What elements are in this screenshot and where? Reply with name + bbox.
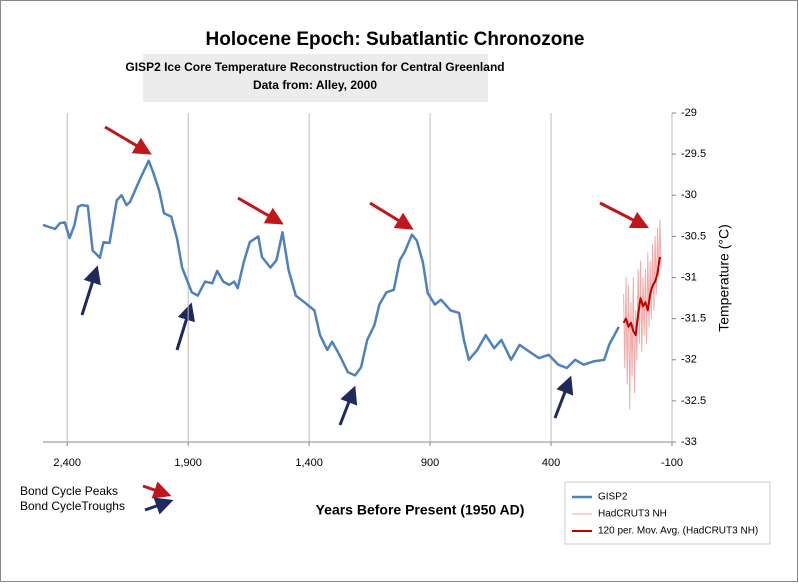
annotation: Bond Cycle Peaks [20, 484, 118, 498]
x-tick-label: 1,400 [295, 457, 323, 469]
arrow [338, 385, 358, 426]
y-tick-label: -29.5 [681, 148, 706, 160]
y-tick-label: -32 [681, 354, 697, 366]
legend-label: GISP2 [598, 492, 628, 503]
x-tick-label: 1,900 [174, 457, 202, 469]
y-tick-label: -31.5 [681, 313, 706, 325]
x-tick-label: 900 [421, 457, 439, 469]
x-tick-label: -100 [661, 457, 683, 469]
legend-label: 120 per. Mov. Avg. (HadCRUT3 NH) [598, 526, 758, 537]
arrow [369, 201, 414, 230]
arrow [104, 125, 152, 155]
y-axis-label: Temperature (°C) [716, 224, 732, 332]
legend-label: HadCRUT3 NH [598, 509, 667, 520]
series-line [622, 256, 661, 337]
series-line [623, 219, 662, 410]
arrow [553, 375, 574, 419]
arrow [175, 302, 195, 351]
arrow [599, 201, 650, 229]
y-tick-label: -30.5 [681, 230, 706, 242]
subtitle: Data from: Alley, 2000 [253, 78, 377, 92]
arrow [80, 265, 101, 316]
arrow [142, 481, 172, 499]
y-tick-label: -29 [681, 107, 697, 119]
x-tick-label: 2,400 [53, 457, 81, 469]
y-tick-label: -33 [681, 436, 697, 448]
series-line [42, 159, 620, 377]
chart-title: Holocene Epoch: Subatlantic Chronozone [206, 29, 585, 50]
y-tick-label: -32.5 [681, 395, 706, 407]
x-axis-label: Years Before Present (1950 AD) [316, 502, 525, 518]
y-tick-label: -30 [681, 189, 697, 201]
y-tick-label: -31 [681, 271, 697, 283]
legend [564, 481, 771, 545]
arrows [80, 125, 650, 515]
arrow [237, 196, 284, 225]
x-tick-label: 400 [542, 457, 560, 469]
subtitle: GISP2 Ice Core Temperature Reconstructio… [125, 60, 504, 74]
arrow [144, 497, 174, 515]
subtitle-box [143, 54, 488, 102]
annotation: Bond CycleTroughs [20, 499, 125, 513]
